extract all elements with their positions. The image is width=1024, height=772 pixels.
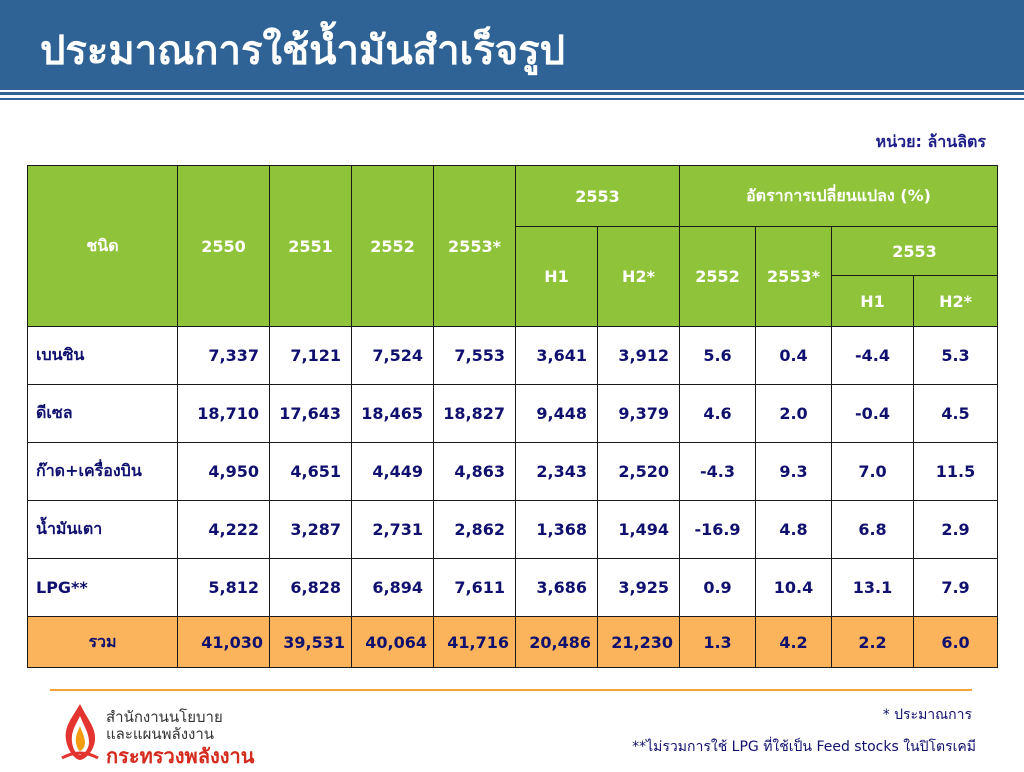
table-row: ดีเซล 18,710 17,643 18,465 18,827 9,448 … bbox=[27, 384, 999, 443]
cell-change-h1: 7.0 bbox=[831, 442, 914, 501]
header-change-2553: 2553* bbox=[755, 226, 832, 327]
cell-change-h1: 6.8 bbox=[831, 500, 914, 559]
cell-2552: 2,731 bbox=[351, 500, 434, 559]
row-name: LPG** bbox=[27, 558, 178, 617]
cell-2550: 4,950 bbox=[177, 442, 270, 501]
header-change-sub-2553: 2553 bbox=[830, 226, 999, 276]
title-divider bbox=[0, 92, 1024, 95]
header-type: ชนิด bbox=[27, 165, 178, 327]
cell-2553: 7,553 bbox=[433, 326, 516, 385]
table-row: น้ำมันเตา 4,222 3,287 2,731 2,862 1,368 … bbox=[27, 500, 999, 559]
cell-change-h2: 4.5 bbox=[912, 384, 999, 443]
row-name: ก๊าด+เครื่องบิน bbox=[27, 442, 178, 501]
header-year-2552: 2552 bbox=[351, 165, 434, 327]
cell-h1: 3,686 bbox=[515, 558, 598, 617]
row-name: น้ำมันเตา bbox=[27, 500, 178, 559]
header-change-group: อัตราการเปลี่ยนแปลง (%) bbox=[678, 165, 999, 227]
header-change-h2: H2* bbox=[912, 275, 999, 327]
cell-2551: 17,643 bbox=[269, 384, 352, 443]
total-2552: 40,064 bbox=[351, 616, 434, 668]
table-row: ก๊าด+เครื่องบิน 4,950 4,651 4,449 4,863 … bbox=[27, 442, 999, 501]
header-change-2552: 2552 bbox=[679, 226, 756, 327]
cell-change-h2: 2.9 bbox=[912, 500, 999, 559]
cell-change-2552: 4.6 bbox=[679, 384, 756, 443]
cell-2550: 18,710 bbox=[177, 384, 270, 443]
cell-2553: 4,863 bbox=[433, 442, 516, 501]
cell-h1: 2,343 bbox=[515, 442, 598, 501]
cell-change-h1: -0.4 bbox=[831, 384, 914, 443]
cell-change-h1: 13.1 bbox=[831, 558, 914, 617]
cell-h2: 2,520 bbox=[597, 442, 680, 501]
cell-change-2553: 0.4 bbox=[755, 326, 832, 385]
header-group-2553: 2553 bbox=[515, 165, 680, 227]
cell-2553: 7,611 bbox=[433, 558, 516, 617]
total-2553: 41,716 bbox=[433, 616, 516, 668]
footnote-estimate: * ประมาณการ bbox=[882, 707, 972, 723]
header-year-2553: 2553* bbox=[433, 165, 516, 327]
cell-change-2552: 5.6 bbox=[679, 326, 756, 385]
total-h2: 21,230 bbox=[597, 616, 680, 668]
total-row: รวม 41,030 39,531 40,064 41,716 20,486 2… bbox=[27, 616, 999, 668]
cell-2551: 3,287 bbox=[269, 500, 352, 559]
cell-h1: 9,448 bbox=[515, 384, 598, 443]
header-h1: H1 bbox=[515, 226, 598, 327]
total-change-h1: 2.2 bbox=[831, 616, 914, 668]
ministry-name: กระทรวงพลังงาน bbox=[106, 744, 255, 768]
header-h2: H2* bbox=[597, 226, 680, 327]
total-2551: 39,531 bbox=[269, 616, 352, 668]
header-year-2551: 2551 bbox=[269, 165, 352, 327]
cell-h1: 3,641 bbox=[515, 326, 598, 385]
cell-2552: 4,449 bbox=[351, 442, 434, 501]
cell-2551: 7,121 bbox=[269, 326, 352, 385]
cell-h1: 1,368 bbox=[515, 500, 598, 559]
fuel-usage-table: ชนิด 2550 2551 2552 2553* 2553 อัตราการเ… bbox=[27, 165, 999, 668]
org-name-line2: และแผนพลังงาน bbox=[106, 725, 215, 743]
cell-2552: 7,524 bbox=[351, 326, 434, 385]
cell-2551: 6,828 bbox=[269, 558, 352, 617]
total-2550: 41,030 bbox=[177, 616, 270, 668]
cell-h2: 3,925 bbox=[597, 558, 680, 617]
cell-2550: 4,222 bbox=[177, 500, 270, 559]
row-name: ดีเซล bbox=[27, 384, 178, 443]
unit-label: หน่วย: ล้านลิตร bbox=[875, 132, 986, 151]
cell-h2: 1,494 bbox=[597, 500, 680, 559]
cell-2552: 6,894 bbox=[351, 558, 434, 617]
footnote-lpg: **ไม่รวมการใช้ LPG ที่ใช้เป็น Feed stock… bbox=[632, 739, 976, 755]
header-change-h1: H1 bbox=[831, 275, 914, 327]
cell-2553: 2,862 bbox=[433, 500, 516, 559]
cell-2553: 18,827 bbox=[433, 384, 516, 443]
cell-2551: 4,651 bbox=[269, 442, 352, 501]
cell-change-2553: 4.8 bbox=[755, 500, 832, 559]
total-change-2552: 1.3 bbox=[679, 616, 756, 668]
cell-2550: 7,337 bbox=[177, 326, 270, 385]
cell-change-2552: -16.9 bbox=[679, 500, 756, 559]
cell-change-h2: 11.5 bbox=[912, 442, 999, 501]
table-row: เบนซิน 7,337 7,121 7,524 7,553 3,641 3,9… bbox=[27, 326, 999, 385]
cell-change-2552: 0.9 bbox=[679, 558, 756, 617]
cell-change-2552: -4.3 bbox=[679, 442, 756, 501]
total-change-h2: 6.0 bbox=[912, 616, 999, 668]
cell-2550: 5,812 bbox=[177, 558, 270, 617]
title-divider-thin bbox=[0, 98, 1024, 100]
cell-change-h1: -4.4 bbox=[831, 326, 914, 385]
cell-h2: 9,379 bbox=[597, 384, 680, 443]
total-h1: 20,486 bbox=[515, 616, 598, 668]
org-name-line1: สำนักงานนโยบาย bbox=[106, 708, 223, 726]
cell-change-2553: 9.3 bbox=[755, 442, 832, 501]
cell-change-h2: 7.9 bbox=[912, 558, 999, 617]
total-change-2553: 4.2 bbox=[755, 616, 832, 668]
cell-change-2553: 2.0 bbox=[755, 384, 832, 443]
footer-divider bbox=[50, 689, 972, 691]
table-row: LPG** 5,812 6,828 6,894 7,611 3,686 3,92… bbox=[27, 558, 999, 617]
flame-logo-icon bbox=[61, 704, 99, 760]
cell-change-h2: 5.3 bbox=[912, 326, 999, 385]
page-title: ประมาณการใช้น้ำมันสำเร็จรูป bbox=[40, 28, 565, 74]
cell-change-2553: 10.4 bbox=[755, 558, 832, 617]
header-year-2550: 2550 bbox=[177, 165, 270, 327]
cell-h2: 3,912 bbox=[597, 326, 680, 385]
row-name: เบนซิน bbox=[27, 326, 178, 385]
total-label: รวม bbox=[27, 616, 178, 668]
title-bar: ประมาณการใช้น้ำมันสำเร็จรูป bbox=[0, 0, 1024, 90]
cell-2552: 18,465 bbox=[351, 384, 434, 443]
